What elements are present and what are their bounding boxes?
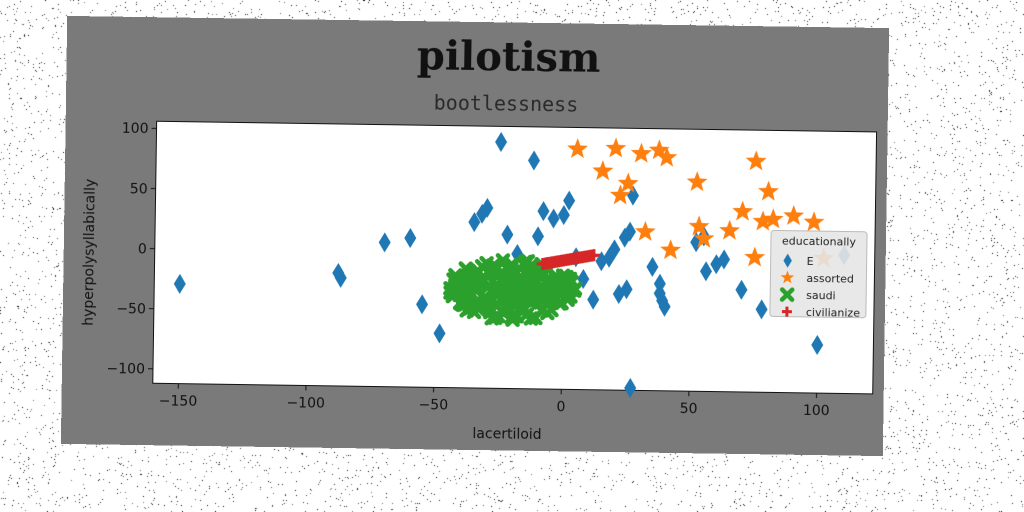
scatter-point [609,184,631,205]
scatter-point [587,289,600,310]
scatter-point [719,219,741,240]
scatter-point [334,267,347,288]
scatter-point [811,335,824,356]
scatter-point [501,224,514,245]
x-tick-label: 50 [680,401,698,417]
x-tick-label: 0 [556,399,565,415]
scatter-point [495,132,508,152]
legend-label: assorted [806,272,854,286]
y-tick-label: 50 [130,181,148,197]
scatter-point [449,281,464,296]
scatter-point [718,249,731,270]
scatter-point [462,294,478,310]
scatter-point [547,208,560,229]
scatter-point [557,205,570,226]
scatter-point [505,312,521,328]
y-tick-label: 100 [122,121,149,137]
scatter-point [540,305,555,321]
legend-marker [781,306,792,317]
scatter-point [567,138,589,159]
legend-title: educationally [782,235,857,249]
scatter-point [783,205,805,226]
chart-title: pilotism [417,32,601,82]
scatter-point [752,210,774,231]
scatter-point [699,261,712,282]
scatter-point [605,137,627,158]
scatter-point [623,221,636,242]
y-tick-label: 0 [138,241,147,257]
figure-panel: pilotism bootlessness −150 −100 −50 0 50 100−… [60,15,890,457]
scatter-point [755,299,768,320]
scatter-point [693,227,715,248]
scatter-point [522,274,537,290]
scatter-point [470,280,485,296]
scatter-point [658,296,671,317]
scatter-point [744,246,766,267]
scatter-point [624,377,637,398]
scatter-point [592,160,614,181]
y-tick-label: −50 [116,301,146,317]
scatter-point [468,267,484,283]
scatter-point [537,201,550,222]
scatter-point [481,197,494,218]
x-tick-label: −100 [286,395,325,412]
x-tick-label: −150 [159,393,198,410]
legend-marker [779,287,795,302]
scatter-point [762,208,784,229]
scatter-point [500,262,516,277]
scatter-point [378,232,391,253]
scatter-point [735,279,748,300]
scatter-point [648,139,670,160]
scatter-point [630,142,652,163]
scatter-point [627,185,640,206]
scatter-point [653,273,666,294]
scatter-point [552,285,568,300]
scatter-point [688,215,710,236]
scatter-point [527,150,540,171]
scatter-point [656,290,669,311]
legend-box [769,229,868,319]
scatter-point [758,180,779,201]
axis-ticks: −150 −100 −50 0 50 100 −100 −50 0 50 100 [106,121,830,419]
scatter-point [416,294,429,315]
scatter-point [447,268,463,283]
scatter-point [563,190,576,211]
legend-marker [780,270,795,284]
data-marks [173,132,851,398]
scatter-point [634,220,656,241]
scatter-point [468,212,481,233]
scatter-point [531,226,544,247]
y-axis-label: hyperpolysyllabically [81,179,99,326]
scatter-point [732,200,754,221]
scatter-point [564,274,579,290]
scatter-point [498,300,513,315]
scatter-point [491,267,507,283]
scatter-point [173,273,186,294]
scatter-point [617,172,639,193]
scatter-point [646,256,659,277]
chart-subtitle: bootlessness [434,90,579,116]
scatter-point [686,171,708,192]
scatter-point [803,211,825,232]
scatter-point [458,261,474,276]
legend-label: civilianize [806,306,861,320]
x-tick-label: −50 [418,397,448,413]
legend-label: E [807,255,814,268]
scatter-point [745,150,767,171]
scatter-point [620,279,633,300]
legend-marker [783,253,792,268]
x-tick-label: 100 [803,403,830,419]
scatter-point [404,228,417,249]
legend-label: saudi [806,289,836,302]
scatter-point [587,249,600,262]
x-axis-label: lacertiloid [472,426,541,443]
scatter-point [608,239,621,260]
scatter-chart: pilotism bootlessness −150 −100 −50 0 50 100−… [81,32,878,443]
y-tick-label: −100 [106,361,145,378]
scatter-point [479,255,494,271]
scatter-point [433,323,446,344]
scatter-point [656,146,678,167]
scatter-point [660,239,682,260]
